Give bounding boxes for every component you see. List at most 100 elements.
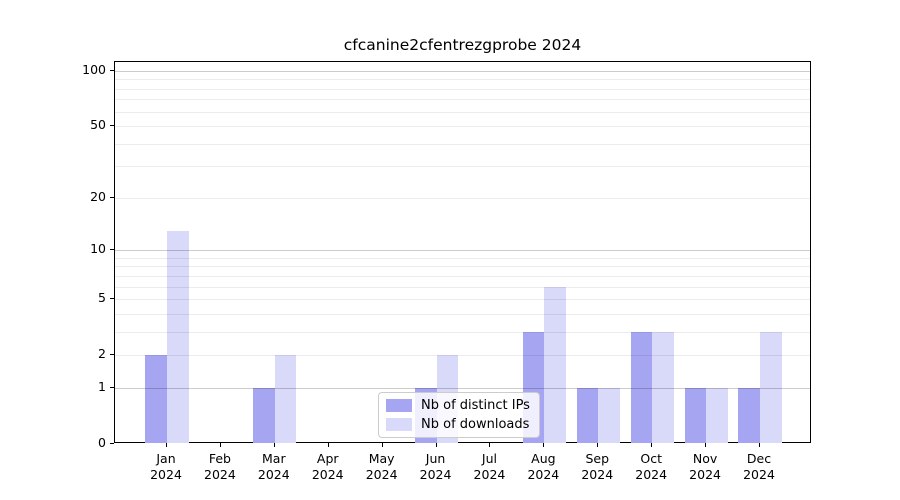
legend-row: Nb of distinct IPs — [386, 398, 530, 413]
y-tick-mark — [110, 249, 114, 251]
bar-distinct-ips — [630, 331, 653, 443]
bar-distinct-ips — [253, 387, 275, 443]
x-tick-month: Jun — [425, 451, 446, 466]
x-tick-mark — [597, 443, 599, 447]
x-tick-month: Oct — [640, 451, 662, 466]
gridline-minor — [115, 355, 810, 357]
legend: Nb of distinct IPs Nb of downloads — [378, 392, 540, 438]
x-tick-year: 2024 — [311, 466, 344, 482]
y-tick-label: 20 — [90, 188, 106, 204]
legend-label-downloads: Nb of downloads — [421, 417, 530, 432]
gridline-minor — [115, 126, 810, 128]
gridline-major — [115, 250, 810, 252]
y-tick-mark — [110, 70, 114, 71]
gridline-minor — [115, 79, 810, 81]
bar-distinct-ips — [576, 387, 599, 443]
x-tick-label: Jul 2024 — [459, 451, 519, 482]
plot-area — [114, 61, 811, 443]
bar-downloads — [274, 355, 297, 443]
gridline-minor — [115, 266, 810, 268]
x-tick-year: 2024 — [581, 466, 614, 482]
gridline-minor — [115, 143, 810, 145]
gridline-minor — [115, 166, 810, 168]
legend-label-distinct-ips: Nb of distinct IPs — [421, 398, 530, 413]
x-tick-year: 2024 — [743, 466, 775, 482]
x-tick-mark — [489, 443, 491, 447]
y-tick-label: 5 — [98, 290, 106, 306]
x-tick-month: Jul — [481, 451, 497, 466]
x-tick-label: Dec 2024 — [729, 451, 789, 482]
x-tick-mark — [705, 443, 707, 447]
x-tick-mark — [381, 443, 383, 447]
gridline-minor — [115, 88, 810, 90]
y-tick-mark — [110, 196, 114, 198]
bar-distinct-ips — [684, 387, 707, 443]
x-tick-label: May 2024 — [352, 451, 412, 482]
gridline-minor — [115, 286, 810, 288]
y-tick-mark — [110, 125, 114, 127]
x-tick-mark — [759, 443, 760, 447]
gridline-minor — [115, 257, 810, 259]
x-tick-month: Apr — [316, 451, 339, 466]
y-tick-mark — [110, 298, 114, 300]
x-tick-label: Oct 2024 — [621, 451, 681, 482]
gridline-minor — [115, 99, 810, 101]
legend-row: Nb of downloads — [386, 417, 530, 432]
y-tick-mark — [110, 386, 114, 388]
x-tick-month: Sep — [585, 451, 610, 466]
y-tick-mark — [110, 354, 114, 356]
bar-distinct-ips — [738, 387, 760, 443]
y-tick-label: 2 — [98, 346, 106, 362]
bar-downloads — [598, 387, 620, 443]
x-tick-year: 2024 — [150, 466, 182, 482]
x-tick-mark — [273, 443, 275, 447]
x-tick-year: 2024 — [635, 466, 668, 482]
y-tick-mark — [110, 443, 114, 444]
x-tick-month: Dec — [746, 451, 772, 466]
gridline-minor — [115, 331, 810, 333]
x-tick-mark — [166, 443, 167, 447]
y-tick-label: 10 — [90, 241, 106, 257]
x-tick-year: 2024 — [689, 466, 721, 482]
x-tick-month: Feb — [208, 451, 231, 466]
x-tick-year: 2024 — [527, 466, 560, 482]
x-tick-mark — [219, 443, 221, 447]
x-tick-label: Jan 2024 — [136, 451, 196, 482]
x-tick-mark — [543, 443, 545, 447]
bars-layer — [115, 62, 810, 443]
x-tick-label: Mar 2024 — [244, 451, 304, 482]
gridline-minor — [115, 313, 810, 315]
x-tick-label: Feb 2024 — [190, 451, 250, 482]
x-tick-year: 2024 — [365, 466, 398, 482]
x-tick-month: Nov — [692, 451, 718, 466]
x-tick-mark — [651, 443, 653, 447]
bar-downloads — [544, 286, 566, 443]
x-tick-month: Aug — [531, 451, 556, 466]
bar-distinct-ips — [145, 355, 167, 443]
bar-downloads — [167, 230, 189, 443]
x-tick-label: Jun 2024 — [406, 451, 466, 482]
x-tick-label: Sep 2024 — [567, 451, 627, 482]
x-tick-label: Apr 2024 — [298, 451, 358, 482]
gridline-minor — [115, 275, 810, 277]
legend-swatch-distinct-ips — [386, 399, 412, 412]
bar-downloads — [652, 331, 674, 443]
x-tick-month: May — [368, 451, 395, 466]
y-tick-label: 50 — [90, 117, 106, 133]
x-tick-year: 2024 — [473, 466, 506, 482]
y-tick-label: 1 — [98, 378, 106, 394]
grid-layer — [115, 62, 810, 442]
x-tick-year: 2024 — [204, 466, 236, 482]
x-tick-month: Mar — [262, 451, 286, 466]
gridline-minor — [115, 299, 810, 301]
bar-downloads — [760, 331, 782, 443]
x-tick-year: 2024 — [419, 466, 452, 482]
legend-swatch-downloads — [386, 418, 412, 431]
x-tick-month: Jan — [156, 451, 176, 466]
y-tick-label: 0 — [98, 435, 106, 450]
gridline-minor — [115, 111, 810, 113]
y-tick-label: 100 — [82, 62, 106, 77]
gridline-minor — [115, 197, 810, 199]
bar-downloads — [706, 387, 728, 443]
